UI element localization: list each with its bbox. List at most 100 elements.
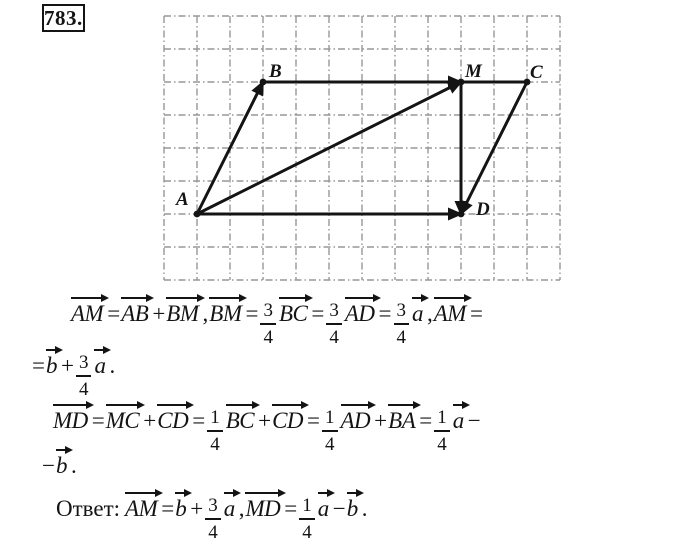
point-label-D: D <box>475 199 490 220</box>
math-operator: . <box>361 496 368 521</box>
math-operator: + <box>190 496 204 521</box>
math-operator: = <box>469 301 483 326</box>
problem-number-box: 783. <box>42 4 85 32</box>
point-label-M: M <box>464 61 483 82</box>
math-operator: + <box>60 353 74 378</box>
vector-a: a <box>93 345 112 377</box>
parallelogram-vector-diagram: A B M C D <box>163 15 561 281</box>
fraction-denominator: 4 <box>260 323 276 347</box>
math-operator: = <box>32 353 45 378</box>
vector-AD: AD <box>340 400 376 432</box>
fraction-denominator: 4 <box>393 323 409 347</box>
fraction-numerator: 1 <box>437 407 447 428</box>
math-operator: = <box>107 301 121 326</box>
math-operator: − <box>332 496 346 521</box>
math-operator: , <box>202 301 209 326</box>
math-operator: . <box>70 453 77 478</box>
fraction-numerator: 1 <box>302 495 312 516</box>
math-operator: = <box>245 301 259 326</box>
fraction-denominator: 4 <box>207 430 223 454</box>
equation-line-3: MD = MC + CD = 1 4 BC + CD = 1 4 AD + BA = 1… <box>52 400 481 459</box>
vector-BC: BC <box>225 400 261 432</box>
math-operator: + <box>152 301 166 326</box>
fraction-numerator: 3 <box>396 300 407 321</box>
vector-a: a <box>317 488 335 520</box>
vector-MD: MD <box>52 400 94 432</box>
math-operator: + <box>258 408 272 433</box>
vector-CD: CD <box>271 400 309 432</box>
vector-edge-AB <box>195 80 265 215</box>
fraction-denominator: 4 <box>322 430 338 454</box>
math-operator: = <box>378 301 392 326</box>
math-operator: = <box>311 301 325 326</box>
point-label-B: B <box>268 61 282 82</box>
fraction-denominator: 4 <box>75 375 92 399</box>
answer-label: Ответ: <box>56 496 121 521</box>
math-operator: = <box>91 408 105 433</box>
math-operator: − <box>42 453 55 478</box>
fraction-denominator: 4 <box>299 518 315 542</box>
math-operator: = <box>161 496 175 521</box>
vector-a: a <box>411 293 429 325</box>
math-operator: , <box>427 301 433 326</box>
vector-edge-AM <box>196 80 463 216</box>
math-operator: − <box>467 408 481 433</box>
point-dot-D <box>457 210 465 218</box>
vector-AD: AD <box>344 293 381 325</box>
vector-AB: AB <box>120 293 155 325</box>
vector-BM: BM <box>208 293 248 325</box>
fraction-numerator: 1 <box>325 407 335 428</box>
vector-b: b <box>174 488 193 520</box>
fraction-numerator: 3 <box>263 300 273 321</box>
point-dot-B <box>259 78 267 86</box>
vector-b: b <box>346 488 364 520</box>
vector-BA: BA <box>387 400 422 432</box>
fraction-denominator: 4 <box>434 430 450 454</box>
point-label-A: A <box>175 189 189 210</box>
vector-BM: BM <box>165 293 205 325</box>
vector-MC: MC <box>105 400 145 432</box>
point-dot-A <box>193 210 201 218</box>
math-operator: = <box>419 408 433 433</box>
vector-BC: BC <box>278 293 314 325</box>
vector-b: b <box>45 345 63 377</box>
vector-b: b <box>55 445 73 477</box>
point-dot-C <box>523 78 531 86</box>
fraction-numerator: 3 <box>329 300 339 321</box>
vector-AM: AM <box>433 293 473 325</box>
vector-a: a <box>452 400 470 432</box>
vector-CD: CD <box>156 400 195 432</box>
math-operator: + <box>143 408 157 433</box>
fraction-numerator: 3 <box>78 352 89 373</box>
point-dot-M <box>457 78 465 86</box>
fraction-numerator: 1 <box>210 407 220 428</box>
point-label-C: C <box>530 62 543 83</box>
vector-edge-CD <box>459 81 529 216</box>
math-operator: , <box>238 496 245 521</box>
vector-a: a <box>223 488 241 520</box>
problem-number: 783. <box>44 6 83 30</box>
vector-MD: MD <box>244 488 287 520</box>
fraction-denominator: 4 <box>326 323 342 347</box>
fraction-denominator: 4 <box>205 518 221 542</box>
math-operator: + <box>374 408 388 433</box>
vector-AM: AM <box>124 488 164 520</box>
math-operator: = <box>284 496 298 521</box>
math-operator: = <box>192 408 206 433</box>
math-operator: . <box>109 353 116 378</box>
vector-AM: AM <box>70 293 110 325</box>
fraction-numerator: 3 <box>208 495 218 516</box>
